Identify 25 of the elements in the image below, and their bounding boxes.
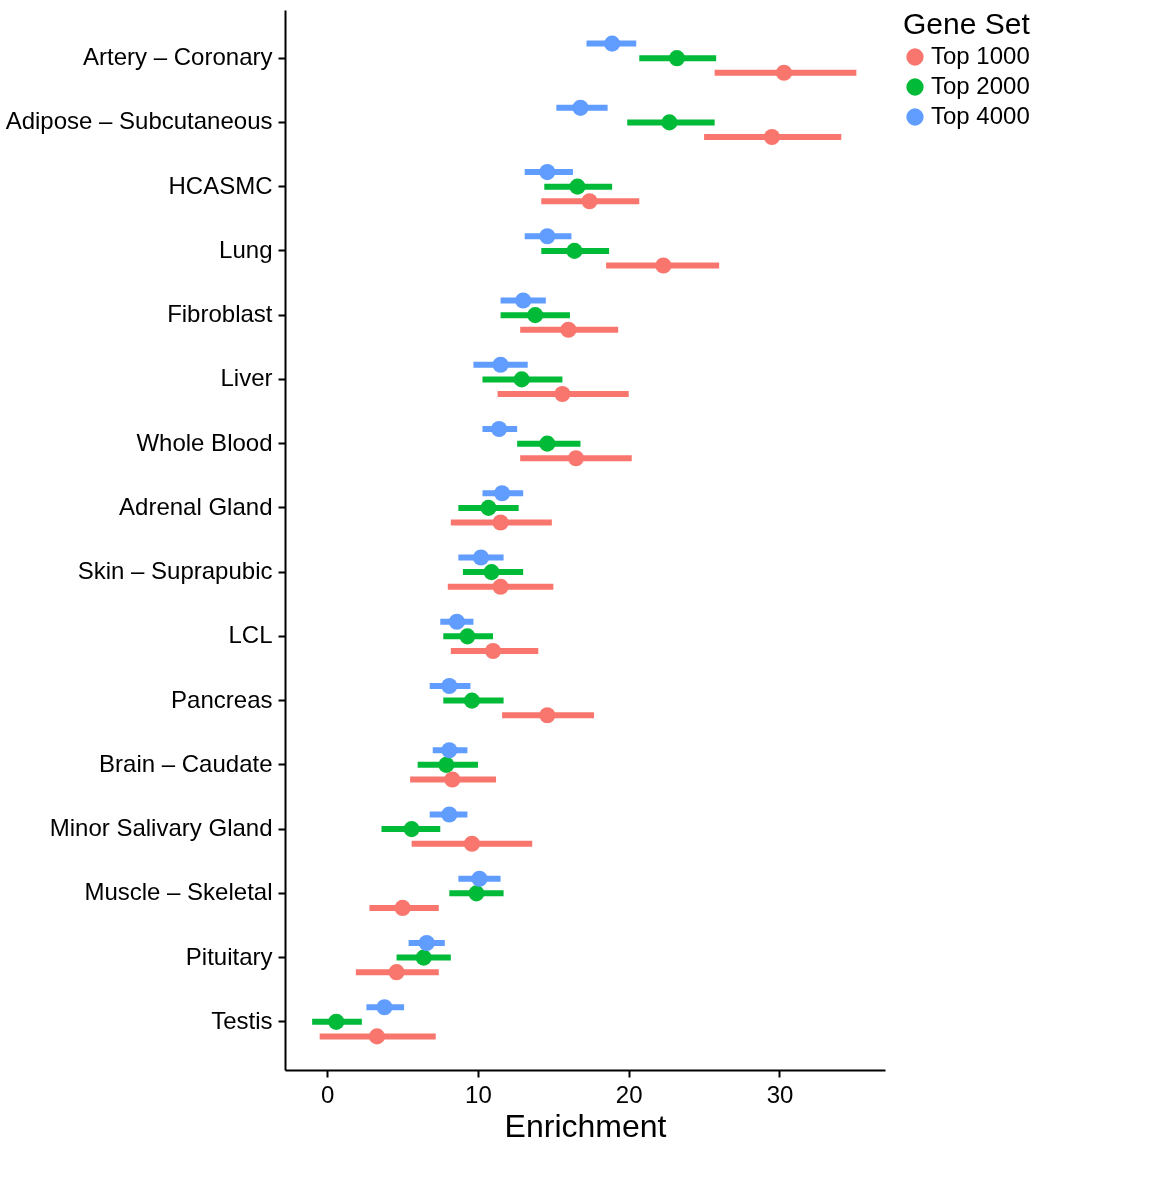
y-tick-label: HCASMC bbox=[168, 171, 273, 199]
legend-title: Gene Set bbox=[903, 7, 1031, 40]
y-tick-label: LCL bbox=[228, 621, 273, 649]
y-tick-label: Testis bbox=[211, 1006, 273, 1034]
legend-label: Top 4000 bbox=[931, 102, 1030, 129]
y-tick-label: Minor Salivary Gland bbox=[49, 814, 273, 842]
y-tick-label: Fibroblast bbox=[167, 300, 273, 328]
legend-label: Top 2000 bbox=[931, 72, 1030, 99]
x-tick-label: 10 bbox=[465, 1080, 492, 1108]
y-tick-label: Muscle – Skeletal bbox=[84, 878, 273, 906]
y-tick-label: Artery – Coronary bbox=[83, 43, 273, 71]
y-tick-label: Lung bbox=[219, 235, 273, 263]
y-tick-label: Adrenal Gland bbox=[119, 492, 273, 520]
y-tick-label: Whole Blood bbox=[136, 428, 273, 456]
y-tick-label: Skin – Suprapubic bbox=[77, 557, 273, 585]
y-tick-label: Brain – Caudate bbox=[99, 749, 273, 777]
y-tick-label: Pancreas bbox=[171, 685, 273, 713]
x-tick-label: 20 bbox=[615, 1080, 643, 1108]
legend-label: Top 1000 bbox=[931, 42, 1030, 69]
x-tick-label: 0 bbox=[321, 1080, 335, 1108]
y-tick-label: Adipose – Subcutaneous bbox=[5, 107, 273, 135]
y-tick-label: Pituitary bbox=[185, 942, 273, 970]
x-tick-label: 30 bbox=[766, 1080, 794, 1108]
x-axis-title: Enrichment bbox=[504, 1107, 667, 1144]
y-tick-label: Liver bbox=[220, 364, 273, 392]
